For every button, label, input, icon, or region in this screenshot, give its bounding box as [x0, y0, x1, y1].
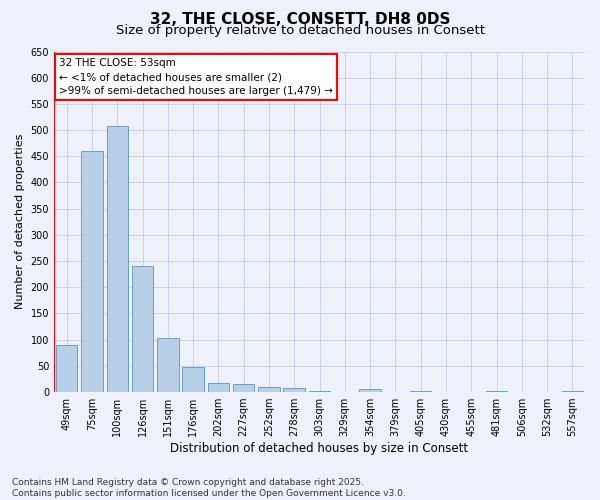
Bar [309, 390, 330, 392]
Bar [157, 338, 179, 392]
Text: 32, THE CLOSE, CONSETT, DH8 0DS: 32, THE CLOSE, CONSETT, DH8 0DS [150, 12, 450, 26]
Bar [233, 384, 254, 392]
Bar [258, 387, 280, 392]
Y-axis label: Number of detached properties: Number of detached properties [15, 134, 25, 310]
Bar [410, 390, 431, 392]
Bar [182, 367, 204, 392]
Bar [81, 151, 103, 392]
Bar [132, 266, 153, 392]
Text: Contains HM Land Registry data © Crown copyright and database right 2025.
Contai: Contains HM Land Registry data © Crown c… [12, 478, 406, 498]
Text: 32 THE CLOSE: 53sqm
← <1% of detached houses are smaller (2)
>99% of semi-detach: 32 THE CLOSE: 53sqm ← <1% of detached ho… [59, 58, 333, 96]
Bar [359, 390, 381, 392]
X-axis label: Distribution of detached houses by size in Consett: Distribution of detached houses by size … [170, 442, 469, 455]
Bar [562, 390, 583, 392]
Bar [486, 390, 507, 392]
Bar [208, 383, 229, 392]
Text: Size of property relative to detached houses in Consett: Size of property relative to detached ho… [115, 24, 485, 37]
Bar [56, 345, 77, 392]
Bar [283, 388, 305, 392]
Bar [107, 126, 128, 392]
